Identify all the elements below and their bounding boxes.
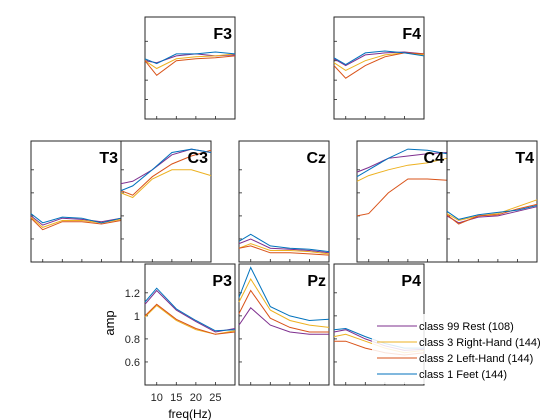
panel-c4: C4 bbox=[356, 140, 448, 263]
legend-label-1: class 99 Rest (108) bbox=[419, 321, 514, 333]
y-tick-label: 1 bbox=[134, 311, 140, 323]
panel-p3: P3 bbox=[144, 263, 236, 386]
legend: class 99 Rest (108) class 3 Right-Hand (1… bbox=[372, 314, 544, 384]
panel-frame bbox=[120, 140, 212, 263]
y-tick-label: 1.2 bbox=[125, 288, 140, 300]
series-line-f3-2 bbox=[144, 53, 236, 70]
panel-f3: F3 bbox=[144, 16, 236, 120]
x-tick-label: 25 bbox=[209, 392, 221, 404]
series-line-cz-3 bbox=[238, 245, 330, 256]
series-line-c4-3 bbox=[356, 178, 448, 217]
series-line-pz-3 bbox=[238, 289, 329, 333]
y-tick-label: 0.6 bbox=[125, 357, 140, 369]
panel-title-cz: Cz bbox=[306, 150, 326, 167]
series-line-f4-1 bbox=[333, 51, 425, 67]
series-line-pz-2 bbox=[238, 277, 330, 328]
panel-frame bbox=[333, 16, 425, 120]
series-line-t3-3 bbox=[30, 217, 122, 231]
x-tick-label: 10 bbox=[151, 392, 163, 404]
series-line-cz-1 bbox=[238, 238, 330, 254]
series-line-c3-3 bbox=[120, 149, 212, 196]
series-line-c3-2 bbox=[120, 169, 212, 199]
panel-cz: Cz bbox=[238, 140, 330, 263]
series-line-p3-4 bbox=[144, 287, 236, 332]
x-axis-label: freq(Hz) bbox=[168, 407, 211, 420]
panel-f4: F4 bbox=[333, 16, 425, 120]
panel-c3: C3 bbox=[120, 140, 212, 263]
panel-t3: T3 bbox=[30, 140, 122, 263]
series-line-c3-4 bbox=[120, 148, 212, 192]
series-line-pz-1 bbox=[238, 307, 329, 335]
series-line-pz-4 bbox=[238, 266, 330, 322]
x-tick-label: 20 bbox=[190, 392, 202, 404]
panel-pz: Pz bbox=[238, 263, 330, 386]
panel-title-p4: P4 bbox=[401, 273, 421, 290]
series-line-f4-4 bbox=[333, 50, 425, 66]
panel-title-t3: T3 bbox=[99, 150, 118, 167]
panel-frame bbox=[446, 140, 538, 263]
panel-frame bbox=[356, 140, 448, 263]
y-tick-label: 0.8 bbox=[125, 334, 140, 346]
panel-title-f3: F3 bbox=[213, 26, 232, 43]
panel-frame bbox=[144, 16, 236, 120]
series-line-t4-4 bbox=[446, 205, 538, 220]
series-line-cz-4 bbox=[238, 233, 330, 253]
panel-title-p3: P3 bbox=[212, 273, 232, 290]
panel-title-c4: C4 bbox=[424, 150, 445, 167]
panel-frame bbox=[238, 140, 330, 263]
series-line-c4-1 bbox=[356, 152, 448, 173]
shared-axis-layer: amp freq(Hz) 0.6 0.8 1 1.2 10 15 20 25 bbox=[102, 288, 222, 420]
series-line-t3-1 bbox=[30, 215, 122, 226]
y-axis-label: amp bbox=[102, 310, 117, 335]
panel-title-pz: Pz bbox=[307, 273, 326, 290]
legend-label-3: class 2 Left-Hand (144) bbox=[419, 353, 533, 365]
series-line-c4-4 bbox=[356, 148, 448, 178]
panel-frame bbox=[30, 140, 122, 263]
series-line-p3-3 bbox=[144, 303, 236, 335]
panel-title-t4: T4 bbox=[515, 150, 534, 167]
series-line-cz-2 bbox=[238, 243, 330, 255]
panel-title-c3: C3 bbox=[188, 150, 209, 167]
series-line-f3-4 bbox=[144, 51, 236, 65]
series-line-f3-3 bbox=[144, 55, 236, 76]
panel-frame bbox=[144, 263, 236, 386]
series-line-t3-4 bbox=[30, 213, 122, 224]
series-line-t4-2 bbox=[446, 199, 538, 222]
series-line-c4-2 bbox=[356, 157, 448, 182]
panel-t4: T4 bbox=[446, 140, 538, 263]
series-line-t4-3 bbox=[446, 203, 538, 225]
legend-label-2: class 3 Right-Hand (144) bbox=[419, 337, 541, 349]
panel-title-f4: F4 bbox=[402, 26, 421, 43]
x-tick-label: 15 bbox=[170, 392, 182, 404]
series-line-p3-1 bbox=[144, 289, 236, 333]
legend-label-4: class 1 Feet (144) bbox=[419, 369, 507, 381]
series-line-t4-1 bbox=[446, 206, 538, 224]
